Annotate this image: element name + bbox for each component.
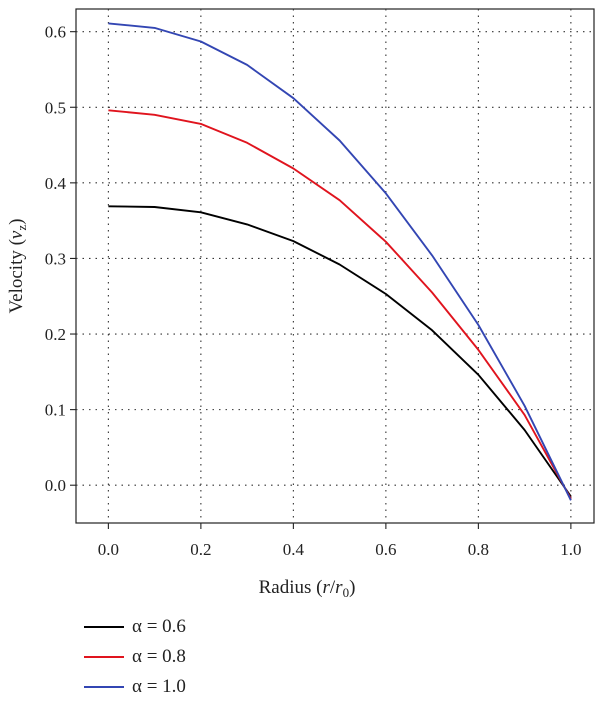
series-lines: [108, 22, 572, 501]
legend-swatch: [84, 686, 124, 688]
series-line-1: [108, 205, 572, 498]
legend-swatch: [84, 626, 124, 628]
y-tick-label: 0.3: [45, 249, 66, 268]
y-tick-label: 0.4: [45, 174, 67, 193]
y-tick-label: 0.2: [45, 325, 66, 344]
x-tick-label: 0.6: [375, 540, 396, 559]
x-tick-label: 1.0: [560, 540, 581, 559]
legend-item: α = 1.0: [84, 672, 186, 702]
x-axis: 0.0 0.2 0.4 0.6 0.8 1.0: [98, 523, 582, 559]
legend-label: α = 1.0: [132, 676, 186, 697]
series-line-2: [108, 109, 572, 500]
y-tick-label: 0.6: [45, 23, 66, 42]
x-tick-label: 0.4: [283, 540, 305, 559]
series-line-3: [108, 22, 572, 501]
legend-label: α = 0.8: [132, 646, 186, 667]
legend-swatch: [84, 656, 124, 658]
x-tick-label: 0.0: [98, 540, 119, 559]
legend-item: α = 0.8: [84, 642, 186, 672]
y-axis-label: Velocity (vz): [6, 219, 29, 314]
legend-label: α = 0.6: [132, 616, 186, 637]
y-tick-label: 0.1: [45, 401, 66, 420]
x-axis-label: Radius (r/r0): [259, 577, 356, 600]
y-tick-label: 0.5: [45, 98, 66, 117]
y-tick-label: 0.0: [45, 476, 66, 495]
x-tick-label: 0.8: [468, 540, 489, 559]
x-tick-label: 0.2: [190, 540, 211, 559]
y-axis: 0.0 0.1 0.2 0.3 0.4 0.5 0.6: [45, 23, 76, 495]
legend-item: α = 0.6: [84, 612, 186, 642]
plot-frame: [75, 8, 595, 524]
grid: [76, 9, 594, 523]
legend: α = 0.6 α = 0.8 α = 1.0: [84, 612, 186, 702]
